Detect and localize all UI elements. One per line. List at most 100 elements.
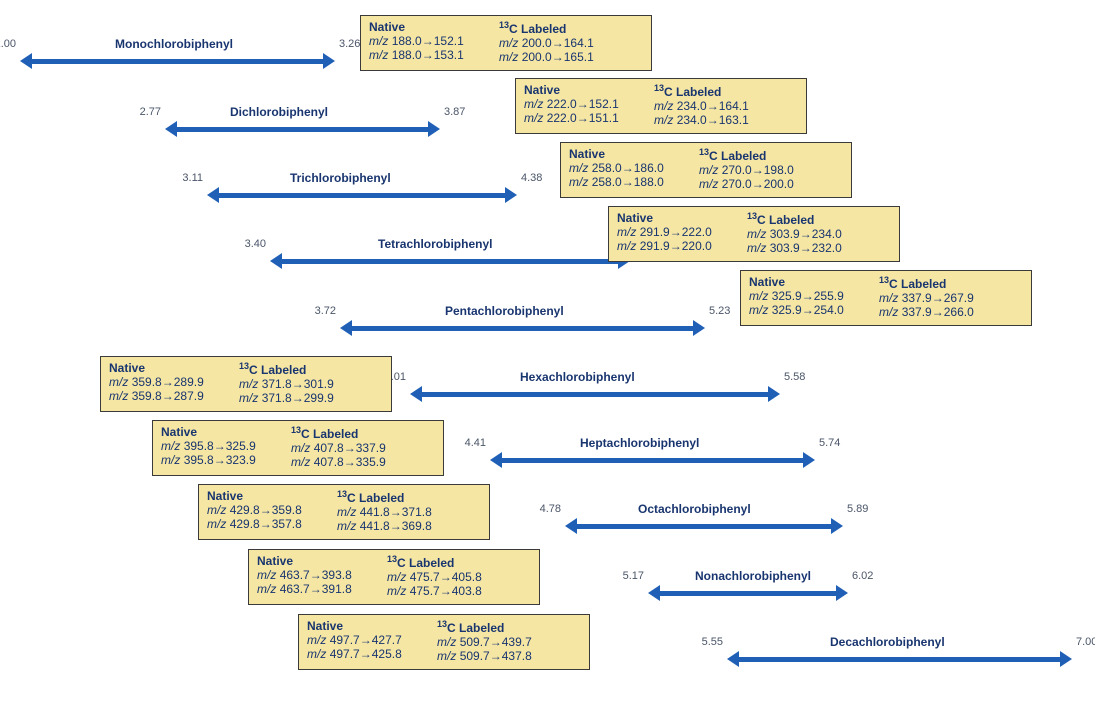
mz-transition: m/z 429.8→359.8 xyxy=(207,503,337,517)
arrow-head-right-icon xyxy=(803,452,815,468)
mz-transition: m/z 497.7→425.8 xyxy=(307,647,437,661)
mz-transition: m/z 497.7→427.7 xyxy=(307,633,437,647)
arrow-bar xyxy=(216,193,508,198)
labeled-column: 13C Labeledm/z 441.8→371.8m/z 441.8→369.… xyxy=(337,489,467,533)
mz-transition: m/z 303.9→234.0 xyxy=(747,227,877,241)
time-range-arrow: Nonachlorobiphenyl5.176.02 xyxy=(648,587,848,599)
mz-callout: Nativem/z 325.9→255.9m/z 325.9→254.013C … xyxy=(740,270,1032,326)
compound-label: Heptachlorobiphenyl xyxy=(580,436,699,450)
compound-label: Tetrachlorobiphenyl xyxy=(378,237,492,251)
mz-callout: Nativem/z 463.7→393.8m/z 463.7→391.813C … xyxy=(248,549,540,605)
native-header: Native xyxy=(369,20,405,34)
native-column: Nativem/z 497.7→427.7m/z 497.7→425.8 xyxy=(307,619,437,661)
mz-callout: Nativem/z 222.0→152.1m/z 222.0→151.113C … xyxy=(515,78,807,134)
arrow-head-right-icon xyxy=(428,121,440,137)
range-start-value: 2.00 xyxy=(0,38,16,50)
mz-transition: m/z 395.8→323.9 xyxy=(161,453,291,467)
mz-transition: m/z 337.9→266.0 xyxy=(879,305,1009,319)
time-range-arrow: Decachlorobiphenyl5.557.00 xyxy=(727,653,1072,665)
mz-transition: m/z 291.9→222.0 xyxy=(617,225,747,239)
mz-transition: m/z 509.7→437.8 xyxy=(437,649,567,663)
native-column: Nativem/z 395.8→325.9m/z 395.8→323.9 xyxy=(161,425,291,467)
labeled-header: 13C Labeled xyxy=(239,361,369,377)
labeled-header: 13C Labeled xyxy=(747,211,877,227)
mz-transition: m/z 359.8→287.9 xyxy=(109,389,239,403)
range-end-value: 6.02 xyxy=(852,570,873,582)
native-column: Nativem/z 258.0→186.0m/z 258.0→188.0 xyxy=(569,147,699,189)
native-header: Native xyxy=(617,211,653,225)
arrow-head-right-icon xyxy=(693,320,705,336)
mz-transition: m/z 509.7→439.7 xyxy=(437,635,567,649)
arrow-bar xyxy=(29,59,326,64)
arrow-bar xyxy=(574,524,834,529)
arrow-bar xyxy=(499,458,806,463)
labeled-column: 13C Labeledm/z 234.0→164.1m/z 234.0→163.… xyxy=(654,83,784,127)
time-range-arrow: Dichlorobiphenyl2.773.87 xyxy=(165,123,440,135)
range-start-value: 2.77 xyxy=(140,106,161,118)
labeled-column: 13C Labeledm/z 371.8→301.9m/z 371.8→299.… xyxy=(239,361,369,405)
labeled-header: 13C Labeled xyxy=(879,275,1009,291)
arrow-bar xyxy=(279,259,621,264)
mz-transition: m/z 188.0→152.1 xyxy=(369,34,499,48)
labeled-header: 13C Labeled xyxy=(337,489,467,505)
mz-transition: m/z 475.7→403.8 xyxy=(387,584,517,598)
time-range-arrow: Pentachlorobiphenyl3.725.23 xyxy=(340,322,705,334)
native-header: Native xyxy=(109,361,145,375)
mz-transition: m/z 475.7→405.8 xyxy=(387,570,517,584)
arrow-head-right-icon xyxy=(836,585,848,601)
time-range-arrow: Heptachlorobiphenyl4.415.74 xyxy=(490,454,815,466)
range-start-value: 4.41 xyxy=(465,437,486,449)
mz-transition: m/z 395.8→325.9 xyxy=(161,439,291,453)
arrow-head-right-icon xyxy=(323,53,335,69)
arrow-bar xyxy=(657,591,839,596)
mz-transition: m/z 222.0→151.1 xyxy=(524,111,654,125)
labeled-header: 13C Labeled xyxy=(499,20,629,36)
mz-transition: m/z 429.8→357.8 xyxy=(207,517,337,531)
mz-transition: m/z 463.7→393.8 xyxy=(257,568,387,582)
mz-transition: m/z 337.9→267.9 xyxy=(879,291,1009,305)
arrow-head-right-icon xyxy=(768,386,780,402)
native-header: Native xyxy=(207,489,243,503)
labeled-column: 13C Labeledm/z 303.9→234.0m/z 303.9→232.… xyxy=(747,211,877,255)
mz-transition: m/z 407.8→335.9 xyxy=(291,455,421,469)
compound-label: Decachlorobiphenyl xyxy=(830,635,945,649)
native-header: Native xyxy=(161,425,197,439)
mz-transition: m/z 234.0→164.1 xyxy=(654,99,784,113)
mz-transition: m/z 222.0→152.1 xyxy=(524,97,654,111)
labeled-header: 13C Labeled xyxy=(437,619,567,635)
arrow-head-right-icon xyxy=(1060,651,1072,667)
arrow-bar xyxy=(174,127,431,132)
arrow-bar xyxy=(736,657,1063,662)
mz-callout: Nativem/z 497.7→427.7m/z 497.7→425.813C … xyxy=(298,614,590,670)
time-range-arrow: Trichlorobiphenyl3.114.38 xyxy=(207,189,517,201)
mz-callout: Nativem/z 359.8→289.9m/z 359.8→287.913C … xyxy=(100,356,392,412)
native-header: Native xyxy=(307,619,343,633)
mz-transition: m/z 441.8→369.8 xyxy=(337,519,467,533)
arrow-head-right-icon xyxy=(505,187,517,203)
mz-transition: m/z 371.8→299.9 xyxy=(239,391,369,405)
arrow-head-right-icon xyxy=(831,518,843,534)
mz-transition: m/z 291.9→220.0 xyxy=(617,239,747,253)
mz-transition: m/z 303.9→232.0 xyxy=(747,241,877,255)
labeled-header: 13C Labeled xyxy=(387,554,517,570)
diagram-root: { "diagram": { "type": "infographic", "b… xyxy=(0,0,1095,720)
compound-label: Dichlorobiphenyl xyxy=(230,105,328,119)
native-column: Nativem/z 291.9→222.0m/z 291.9→220.0 xyxy=(617,211,747,253)
mz-transition: m/z 258.0→188.0 xyxy=(569,175,699,189)
labeled-column: 13C Labeledm/z 407.8→337.9m/z 407.8→335.… xyxy=(291,425,421,469)
compound-label: Monochlorobiphenyl xyxy=(115,37,233,51)
range-end-value: 5.58 xyxy=(784,371,805,383)
native-column: Nativem/z 188.0→152.1m/z 188.0→153.1 xyxy=(369,20,499,62)
native-header: Native xyxy=(524,83,560,97)
compound-label: Pentachlorobiphenyl xyxy=(445,304,564,318)
mz-transition: m/z 200.0→164.1 xyxy=(499,36,629,50)
time-range-arrow: Octachlorobiphenyl4.785.89 xyxy=(565,520,843,532)
mz-transition: m/z 234.0→163.1 xyxy=(654,113,784,127)
native-header: Native xyxy=(569,147,605,161)
native-header: Native xyxy=(749,275,785,289)
mz-transition: m/z 200.0→165.1 xyxy=(499,50,629,64)
arrow-bar xyxy=(349,326,696,331)
time-range-arrow: Tetrachlorobiphenyl3.404.85 xyxy=(270,255,630,267)
labeled-header: 13C Labeled xyxy=(291,425,421,441)
native-column: Nativem/z 222.0→152.1m/z 222.0→151.1 xyxy=(524,83,654,125)
